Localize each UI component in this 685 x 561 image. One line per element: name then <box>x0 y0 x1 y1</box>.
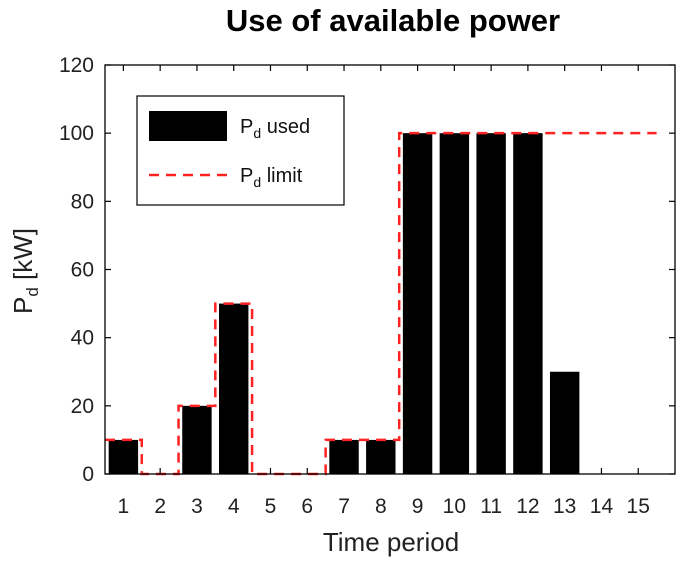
x-tick-label: 10 <box>443 495 466 518</box>
x-tick-label: 3 <box>191 495 203 518</box>
x-tick-label: 1 <box>118 495 130 518</box>
legend: Pd used Pd limit <box>136 95 345 206</box>
x-tick-label: 4 <box>228 495 240 518</box>
y-tick-label: 120 <box>59 54 94 77</box>
bar-9 <box>402 133 433 474</box>
x-tick-label: 2 <box>154 495 166 518</box>
x-tick-label: 12 <box>516 495 539 518</box>
x-tick-label: 6 <box>301 495 313 518</box>
bar-4 <box>219 303 249 474</box>
bar-3 <box>182 405 212 474</box>
y-tick-label: 20 <box>71 395 94 418</box>
bar-10 <box>439 133 470 474</box>
y-tick-label: 0 <box>82 463 94 486</box>
y-tick-label: 60 <box>71 259 94 282</box>
x-tick-label: 15 <box>627 495 650 518</box>
y-tick-label: 80 <box>71 190 94 213</box>
bar-12 <box>513 133 543 474</box>
y-tick-label: 100 <box>59 122 94 145</box>
x-tick-label: 5 <box>265 495 277 518</box>
y-axis-label-sub: d <box>23 287 42 296</box>
legend-entry-limit: Pd limit <box>240 165 303 190</box>
x-tick-label: 14 <box>590 495 614 518</box>
chart-title: Use of available power <box>226 3 560 38</box>
legend-swatch-used <box>149 111 227 141</box>
bar-11 <box>476 133 506 474</box>
y-tick-label: 40 <box>71 327 94 350</box>
x-tick-label: 9 <box>412 495 424 518</box>
x-tick-label: 8 <box>375 495 387 518</box>
bar-13 <box>549 371 580 474</box>
x-tick-label: 11 <box>480 495 502 518</box>
x-axis-label: Time period <box>323 527 459 557</box>
y-axis-label: Pd [kW] <box>8 228 42 314</box>
limit-line <box>105 131 657 476</box>
y-axis-label-unit: [kW] <box>8 228 38 287</box>
x-tick-label: 7 <box>338 495 350 518</box>
x-tick-label: 13 <box>553 495 576 518</box>
legend-entry-used: Pd used <box>240 116 310 141</box>
y-axis-label-main: P <box>8 297 38 314</box>
